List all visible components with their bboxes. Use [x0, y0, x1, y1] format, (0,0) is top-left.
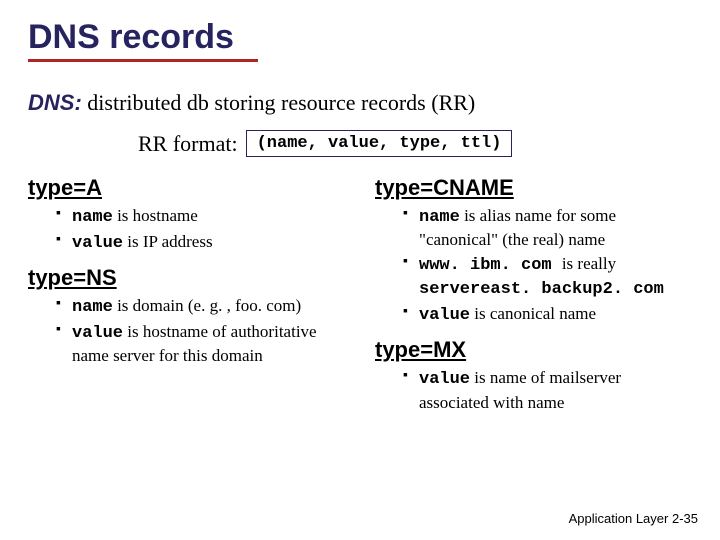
list-item: value is IP address — [56, 231, 345, 255]
type-mx-bullets: value is name of mailserver associated w… — [375, 367, 692, 413]
type-a-bullets: name is hostname value is IP address — [28, 205, 345, 255]
footer-page: 2-35 — [672, 511, 698, 526]
left-column: type=A name is hostname value is IP addr… — [28, 175, 345, 424]
text-span: is really — [562, 254, 616, 273]
code-span: value — [72, 234, 123, 253]
list-item: www. ibm. com is really servereast. back… — [403, 253, 692, 301]
code-span: name — [419, 208, 460, 227]
list-item: value is name of mailserver associated w… — [403, 367, 692, 413]
type-a-header: type=A — [28, 175, 345, 201]
type-ns-bullets: name is domain (e. g. , foo. com) value … — [28, 295, 345, 367]
list-item: value is hostname of authoritative name … — [56, 321, 345, 367]
list-item: value is canonical name — [403, 303, 692, 327]
code-span: value — [72, 324, 123, 343]
type-cname-bullets: name is alias name for some "canonical" … — [375, 205, 692, 327]
rr-format-label: RR format: — [138, 131, 238, 157]
slide-footer: Application Layer 2-35 — [569, 511, 698, 526]
rr-format-line: RR format: (name, value, type, ttl) — [138, 130, 692, 157]
intro-text: distributed db storing resource records … — [87, 90, 475, 115]
dns-label: DNS: — [28, 90, 82, 115]
footer-label: Application Layer — [569, 511, 669, 526]
code-span: value — [419, 306, 470, 325]
code-span: name — [72, 208, 113, 227]
code-span: www. ibm. com — [419, 256, 562, 275]
list-item: name is alias name for some "canonical" … — [403, 205, 692, 251]
rr-format-tuple: (name, value, type, ttl) — [246, 130, 513, 157]
slide-title: DNS records — [28, 18, 692, 59]
code-span: servereast. backup2. com — [419, 280, 664, 299]
code-span: name — [72, 298, 113, 317]
type-ns-header: type=NS — [28, 265, 345, 291]
text-span: is IP address — [123, 232, 213, 251]
text-span: is domain (e. g. , foo. com) — [113, 296, 301, 315]
code-span: value — [419, 370, 470, 389]
text-span: is hostname — [113, 206, 198, 225]
right-column: type=CNAME name is alias name for some "… — [375, 175, 692, 424]
text-span: is canonical name — [470, 304, 596, 323]
content-columns: type=A name is hostname value is IP addr… — [28, 175, 692, 424]
intro-line: DNS: distributed db storing resource rec… — [28, 90, 692, 116]
list-item: name is domain (e. g. , foo. com) — [56, 295, 345, 319]
list-item: name is hostname — [56, 205, 345, 229]
type-mx-header: type=MX — [375, 337, 692, 363]
type-cname-header: type=CNAME — [375, 175, 692, 201]
title-underline — [28, 59, 258, 62]
